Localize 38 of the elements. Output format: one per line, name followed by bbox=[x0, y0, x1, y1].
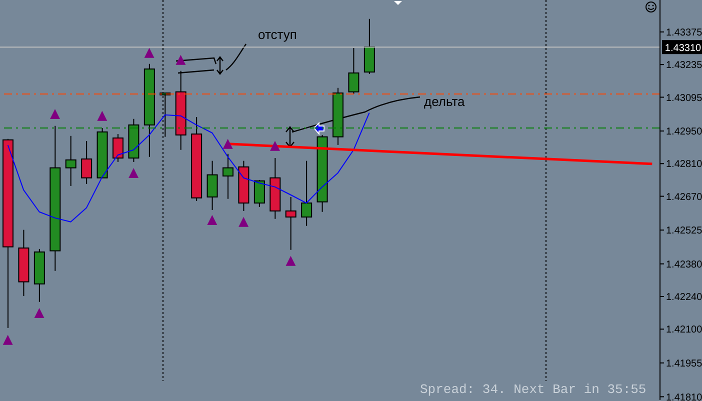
point bbox=[144, 48, 154, 58]
y-tick-label: 1.43235 bbox=[666, 60, 702, 72]
candlestick bbox=[81, 140, 92, 184]
point bbox=[286, 256, 296, 266]
point bbox=[128, 168, 139, 178]
y-tick-label: 1.43095 bbox=[666, 92, 702, 104]
candlestick bbox=[222, 153, 234, 200]
point bbox=[176, 54, 186, 65]
point bbox=[2, 334, 13, 345]
y-tick-label: 1.42240 bbox=[666, 292, 702, 304]
candlestick bbox=[348, 48, 360, 94]
y-tick-label: 1.41955 bbox=[666, 358, 702, 370]
y-tick-label: 1.41810 bbox=[666, 392, 702, 401]
y-tick-label: 1.42950 bbox=[666, 126, 702, 138]
point bbox=[207, 215, 218, 226]
candlestick bbox=[254, 179, 265, 208]
candlestick bbox=[112, 134, 124, 163]
candlestick bbox=[206, 160, 218, 211]
point bbox=[97, 110, 108, 121]
y-tick-label: 1.42100 bbox=[666, 324, 702, 336]
candlestick bbox=[301, 160, 312, 226]
line-series bbox=[7, 112, 370, 222]
point bbox=[238, 216, 249, 227]
y-tick-label: 1.42380 bbox=[666, 259, 702, 270]
point bbox=[50, 108, 60, 119]
y-tick-label: 1.42810 bbox=[666, 159, 702, 170]
point bbox=[222, 138, 233, 149]
annotation: отступ bbox=[258, 27, 297, 42]
y-tick-label: 1.42670 bbox=[666, 192, 702, 203]
annotation: дельта bbox=[424, 94, 465, 109]
y-tick-label: 1.43375 bbox=[666, 27, 702, 38]
y-tick-label: 1.42525 bbox=[666, 226, 702, 237]
candlestick bbox=[285, 196, 296, 250]
annotation: Spread: 34. Next Bar in 35:55 bbox=[420, 382, 646, 397]
point bbox=[270, 140, 280, 151]
ref-line-label: 1.43310 bbox=[664, 43, 702, 54]
point bbox=[34, 308, 44, 318]
candlestick bbox=[65, 135, 76, 187]
